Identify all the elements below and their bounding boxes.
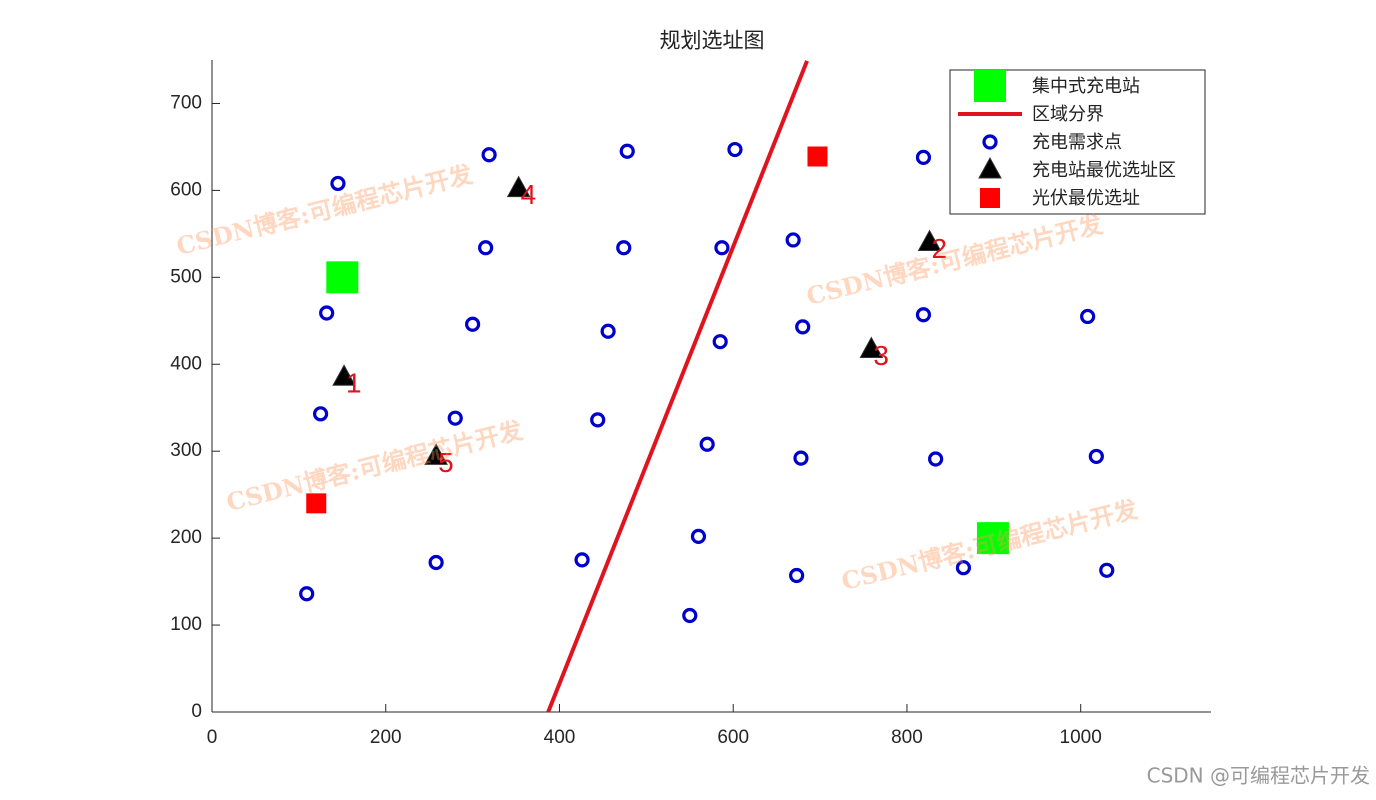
demand-point xyxy=(955,560,972,576)
boundary-line xyxy=(546,60,809,713)
legend-label: 充电站最优选址区 xyxy=(1032,160,1176,181)
y-tick-label: 300 xyxy=(170,440,202,461)
charging-station xyxy=(976,522,1009,555)
y-tick-label: 600 xyxy=(170,179,202,200)
demand-point xyxy=(574,552,590,568)
watermark: CSDN博客:可编程芯片开发 xyxy=(839,494,1141,596)
legend-marker xyxy=(974,70,1006,102)
x-tick-label: 800 xyxy=(891,727,923,748)
y-tick-label: 100 xyxy=(170,614,202,635)
demand-point xyxy=(428,554,444,571)
legend-label: 区域分界 xyxy=(1032,104,1104,125)
chart-title: 规划选址图 xyxy=(660,29,765,53)
pv-site xyxy=(306,493,327,514)
demand-point xyxy=(714,240,730,256)
charging-station xyxy=(326,261,359,294)
station-site xyxy=(859,336,884,358)
y-tick-label: 500 xyxy=(170,266,202,287)
demand-point xyxy=(619,143,635,159)
x-tick-label: 1000 xyxy=(1060,727,1102,748)
legend-label: 集中式充电站 xyxy=(1032,76,1140,97)
watermark: CSDN博客:可编程芯片开发 xyxy=(224,415,526,517)
demand-point xyxy=(690,528,707,544)
legend-marker xyxy=(982,134,998,150)
demand-point xyxy=(727,141,743,158)
demand-point xyxy=(712,334,728,350)
station-site xyxy=(332,364,356,386)
demand-point xyxy=(481,147,497,163)
y-tick-label: 700 xyxy=(170,92,202,113)
demand-point xyxy=(785,232,801,248)
demand-point xyxy=(928,451,944,467)
demand-point xyxy=(789,567,805,584)
demand-point xyxy=(478,240,494,256)
x-tick-label: 0 xyxy=(207,727,218,748)
demand-point xyxy=(699,436,715,452)
x-tick-label: 400 xyxy=(544,727,576,748)
demand-point xyxy=(1080,308,1096,325)
point-label: 4 xyxy=(521,179,537,210)
demand-point xyxy=(682,607,698,624)
legend-marker xyxy=(980,188,1000,208)
demand-point xyxy=(590,412,606,428)
demand-point xyxy=(312,406,329,422)
footer: CSDN @可编程芯片开发 xyxy=(1147,764,1370,788)
demand-point xyxy=(616,240,632,256)
station-site xyxy=(917,229,942,252)
legend-marker xyxy=(978,156,1002,179)
demand-point xyxy=(915,307,932,323)
watermark: CSDN博客:可编程芯片开发 xyxy=(804,209,1106,311)
demand-point xyxy=(1099,562,1115,578)
demand-point xyxy=(330,175,346,192)
station-site xyxy=(506,175,531,198)
x-tick-label: 200 xyxy=(370,727,402,748)
demand-point xyxy=(319,305,335,321)
station-site xyxy=(424,443,448,465)
demand-point xyxy=(793,450,809,466)
demand-point xyxy=(795,319,811,335)
y-tick-label: 200 xyxy=(170,527,202,548)
demand-point xyxy=(600,323,616,339)
y-tick-label: 0 xyxy=(191,701,202,722)
point-label: 1 xyxy=(346,368,362,399)
demand-point xyxy=(1088,448,1104,465)
x-tick-label: 600 xyxy=(717,727,749,748)
pv-site xyxy=(807,146,828,167)
demand-point xyxy=(915,149,932,165)
demand-point xyxy=(447,410,463,426)
point-label: 5 xyxy=(438,447,454,478)
y-tick-label: 400 xyxy=(170,353,202,374)
demand-point xyxy=(299,586,315,602)
point-label: 2 xyxy=(932,233,948,264)
legend-label: 光伏最优选址 xyxy=(1032,188,1140,209)
legend-label: 充电需求点 xyxy=(1032,132,1122,153)
watermark: CSDN博客:可编程芯片开发 xyxy=(174,159,476,261)
demand-point xyxy=(465,316,481,332)
point-label: 3 xyxy=(873,340,889,371)
